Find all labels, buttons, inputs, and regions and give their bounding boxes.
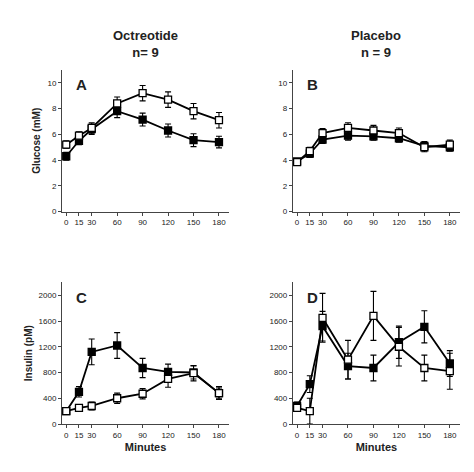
- svg-text:800: 800: [43, 368, 57, 377]
- svg-text:60: 60: [344, 218, 353, 227]
- svg-text:15: 15: [75, 431, 84, 440]
- svg-text:10: 10: [47, 79, 56, 88]
- svg-text:Octreotiden= 9: Octreotiden= 9: [113, 28, 178, 60]
- svg-text:2000: 2000: [269, 291, 287, 300]
- svg-text:6: 6: [52, 130, 57, 139]
- svg-text:90: 90: [369, 431, 378, 440]
- svg-text:8: 8: [52, 104, 57, 113]
- svg-text:150: 150: [187, 431, 201, 440]
- svg-text:8: 8: [283, 104, 288, 113]
- svg-text:0: 0: [295, 218, 300, 227]
- svg-text:0: 0: [295, 431, 300, 440]
- svg-text:1600: 1600: [269, 317, 287, 326]
- svg-text:Minutes: Minutes: [125, 441, 167, 453]
- svg-text:30: 30: [318, 218, 327, 227]
- svg-text:Glucose (mM): Glucose (mM): [31, 108, 42, 174]
- svg-text:0: 0: [283, 207, 288, 216]
- svg-text:120: 120: [392, 218, 406, 227]
- svg-text:0: 0: [64, 218, 69, 227]
- svg-text:15: 15: [75, 218, 84, 227]
- svg-text:15: 15: [305, 218, 314, 227]
- svg-text:90: 90: [369, 218, 378, 227]
- svg-text:C: C: [76, 289, 87, 306]
- svg-text:90: 90: [138, 218, 147, 227]
- svg-text:0: 0: [52, 420, 57, 429]
- svg-text:2: 2: [52, 182, 57, 191]
- svg-text:400: 400: [274, 394, 288, 403]
- svg-text:150: 150: [187, 218, 201, 227]
- svg-text:2: 2: [283, 182, 288, 191]
- svg-text:180: 180: [212, 431, 226, 440]
- svg-text:90: 90: [138, 431, 147, 440]
- svg-text:180: 180: [443, 431, 457, 440]
- svg-text:2000: 2000: [39, 291, 57, 300]
- svg-text:Insulin (pM): Insulin (pM): [23, 325, 34, 381]
- svg-text:60: 60: [344, 431, 353, 440]
- svg-text:Minutes: Minutes: [356, 441, 398, 453]
- svg-text:0: 0: [283, 420, 288, 429]
- svg-text:30: 30: [87, 431, 96, 440]
- svg-text:4: 4: [283, 156, 288, 165]
- svg-text:180: 180: [443, 218, 457, 227]
- svg-text:150: 150: [418, 431, 432, 440]
- svg-text:120: 120: [161, 218, 175, 227]
- svg-text:60: 60: [113, 431, 122, 440]
- svg-text:1200: 1200: [269, 343, 287, 352]
- svg-text:180: 180: [212, 218, 226, 227]
- svg-text:150: 150: [418, 218, 432, 227]
- svg-text:120: 120: [392, 431, 406, 440]
- svg-text:Placebon = 9: Placebon = 9: [351, 28, 401, 60]
- svg-text:10: 10: [278, 79, 287, 88]
- svg-text:800: 800: [274, 368, 288, 377]
- svg-text:1200: 1200: [39, 343, 57, 352]
- svg-text:6: 6: [283, 130, 288, 139]
- svg-text:0: 0: [64, 431, 69, 440]
- svg-text:15: 15: [305, 431, 314, 440]
- svg-text:120: 120: [161, 431, 175, 440]
- svg-text:D: D: [307, 289, 318, 306]
- svg-text:A: A: [76, 76, 87, 93]
- svg-text:30: 30: [87, 218, 96, 227]
- svg-text:400: 400: [43, 394, 57, 403]
- svg-text:B: B: [307, 76, 318, 93]
- svg-text:4: 4: [52, 156, 57, 165]
- svg-text:60: 60: [113, 218, 122, 227]
- svg-text:30: 30: [318, 431, 327, 440]
- svg-text:0: 0: [52, 207, 57, 216]
- svg-text:1600: 1600: [39, 317, 57, 326]
